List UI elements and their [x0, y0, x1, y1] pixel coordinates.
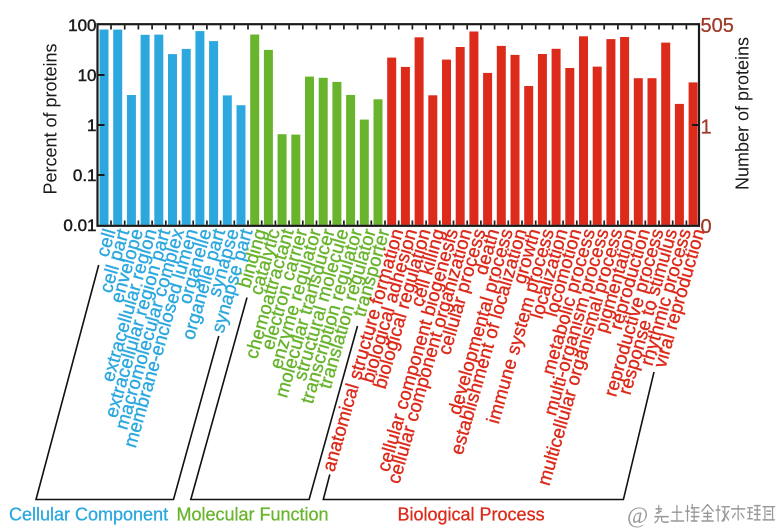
- svg-text:Molecular Function: Molecular Function: [177, 505, 329, 525]
- svg-text:10: 10: [78, 66, 97, 85]
- svg-text:0: 0: [701, 216, 712, 238]
- svg-text:1: 1: [701, 117, 712, 139]
- svg-text:Cellular Component: Cellular Component: [9, 505, 168, 525]
- svg-text:1: 1: [87, 116, 96, 135]
- svg-text:100: 100: [68, 16, 96, 35]
- svg-text:505: 505: [701, 15, 734, 37]
- svg-text:@: @: [627, 503, 648, 528]
- svg-text:0.01: 0.01: [63, 216, 96, 235]
- svg-text:0.1: 0.1: [73, 166, 97, 185]
- svg-text:Number of proteins: Number of proteins: [733, 37, 753, 190]
- svg-text:Biological Process: Biological Process: [398, 505, 545, 525]
- svg-text:Percent of proteins: Percent of proteins: [41, 43, 61, 194]
